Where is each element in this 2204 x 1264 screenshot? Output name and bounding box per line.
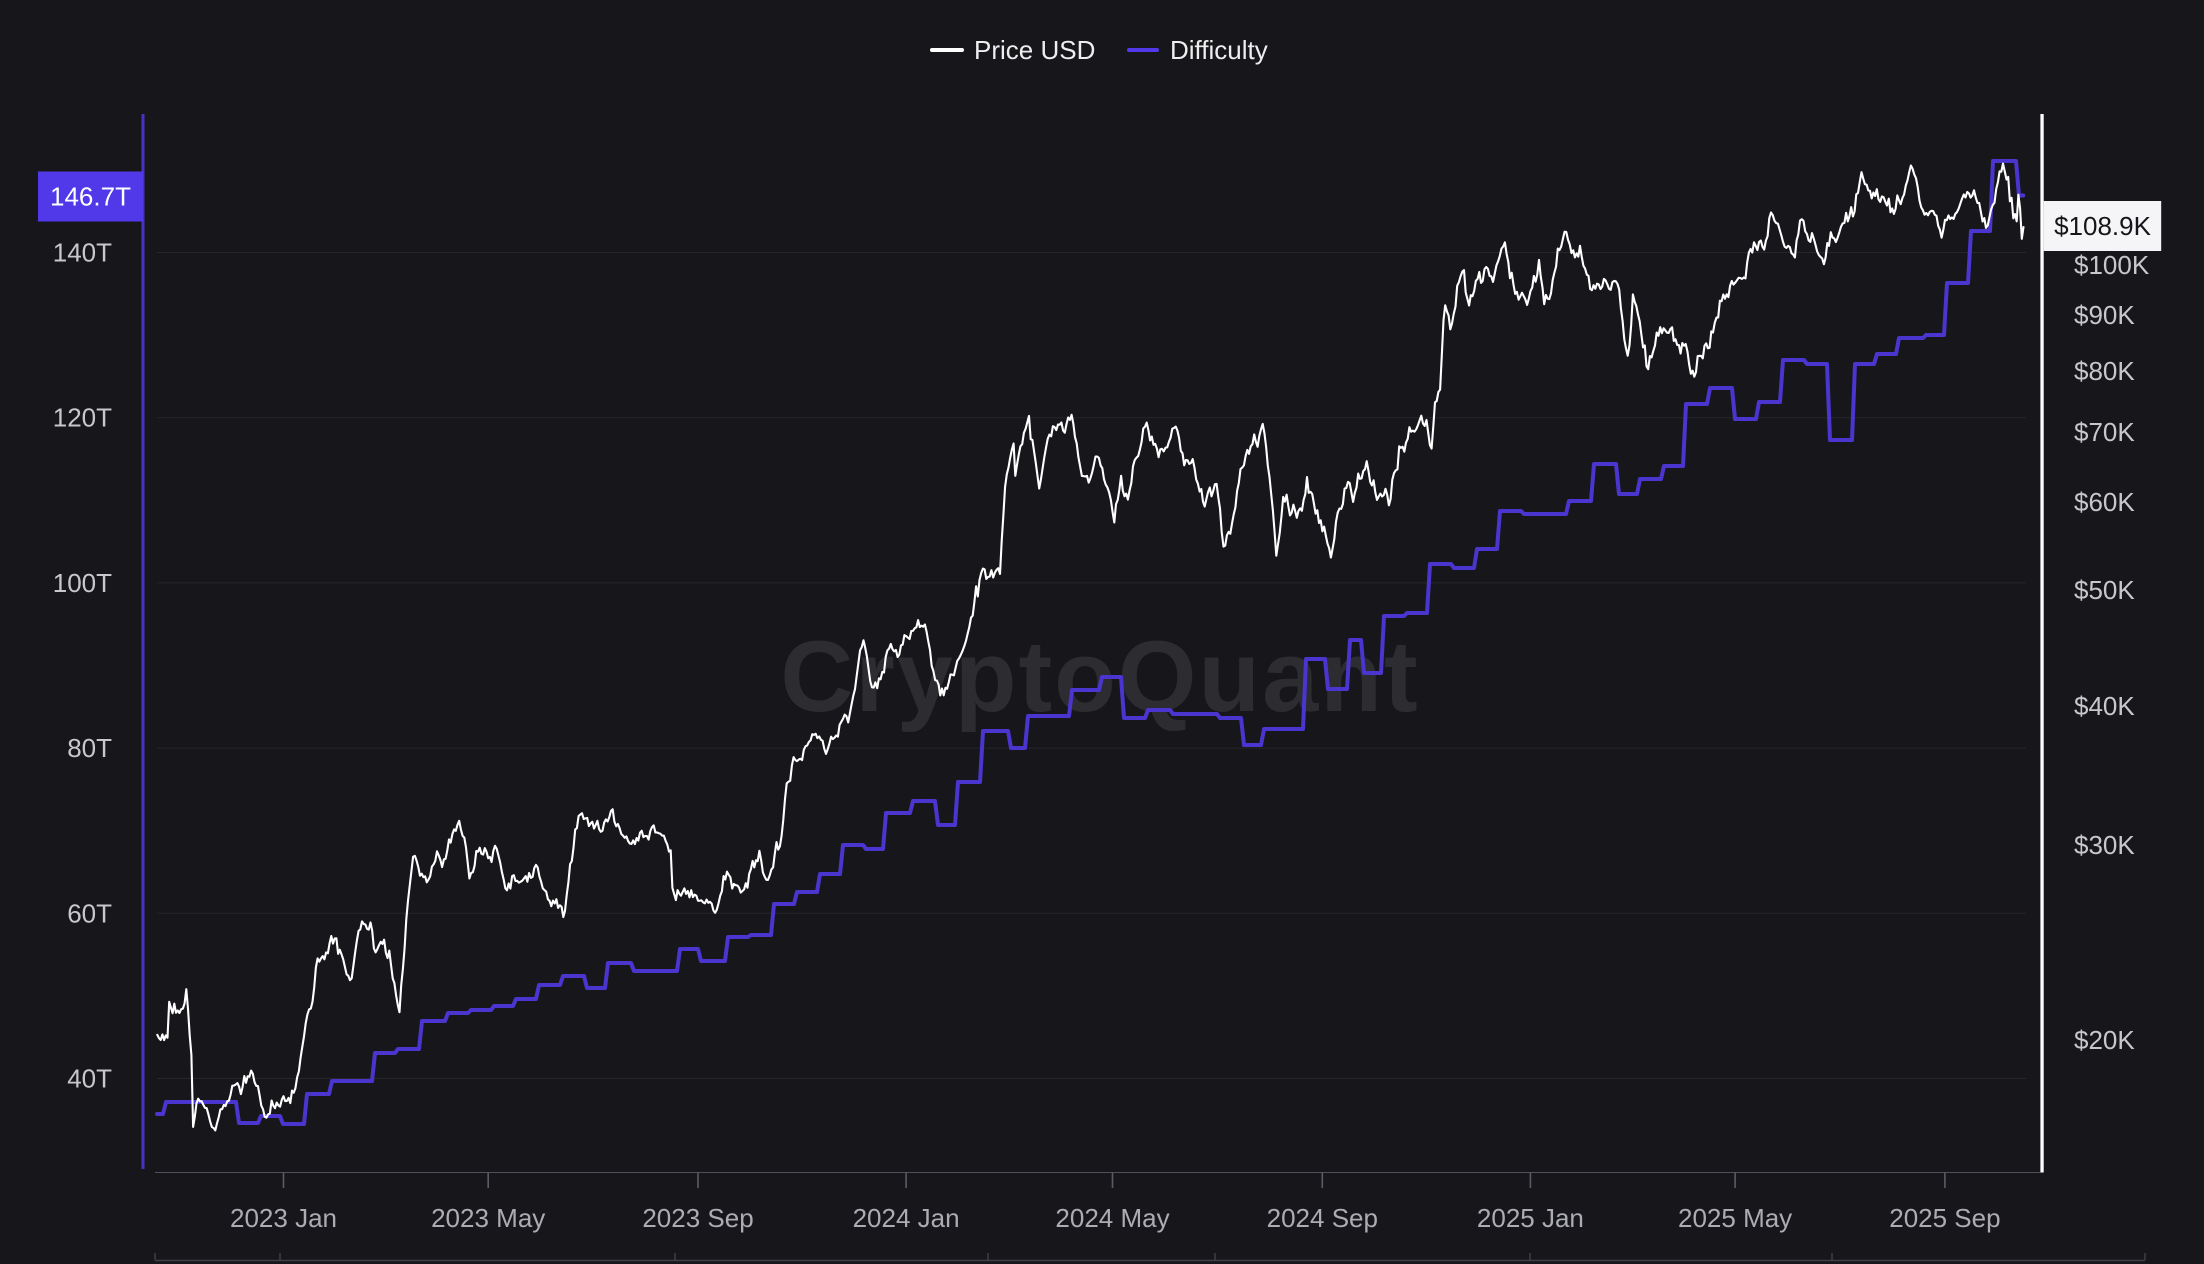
svg-text:$40K: $40K [2074, 691, 2135, 721]
svg-text:2025 May: 2025 May [1678, 1203, 1792, 1233]
svg-text:$70K: $70K [2074, 417, 2135, 447]
svg-text:146.7T: 146.7T [50, 182, 131, 212]
svg-text:$20K: $20K [2074, 1025, 2135, 1055]
svg-text:$60K: $60K [2074, 487, 2135, 517]
svg-text:140T: 140T [53, 238, 112, 268]
svg-text:100T: 100T [53, 568, 112, 598]
svg-text:120T: 120T [53, 403, 112, 433]
svg-text:2025 Sep: 2025 Sep [1889, 1203, 2000, 1233]
svg-text:2024 May: 2024 May [1055, 1203, 1169, 1233]
svg-text:80T: 80T [67, 733, 112, 763]
svg-text:2023 Sep: 2023 Sep [642, 1203, 753, 1233]
svg-text:2024 Sep: 2024 Sep [1267, 1203, 1378, 1233]
svg-text:2025 Jan: 2025 Jan [1477, 1203, 1584, 1233]
svg-text:40T: 40T [67, 1064, 112, 1094]
svg-text:$90K: $90K [2074, 300, 2135, 330]
svg-text:$80K: $80K [2074, 356, 2135, 386]
svg-text:2023 May: 2023 May [431, 1203, 545, 1233]
svg-text:2024 Jan: 2024 Jan [853, 1203, 960, 1233]
svg-text:Price USD: Price USD [974, 35, 1095, 65]
svg-text:60T: 60T [67, 898, 112, 928]
svg-text:CryptoQuant: CryptoQuant [780, 621, 1419, 733]
svg-text:$50K: $50K [2074, 575, 2135, 605]
svg-text:$108.9K: $108.9K [2054, 211, 2152, 241]
svg-text:Difficulty: Difficulty [1170, 35, 1268, 65]
svg-text:$100K: $100K [2074, 250, 2150, 280]
svg-text:$30K: $30K [2074, 830, 2135, 860]
svg-text:2023 Jan: 2023 Jan [230, 1203, 337, 1233]
